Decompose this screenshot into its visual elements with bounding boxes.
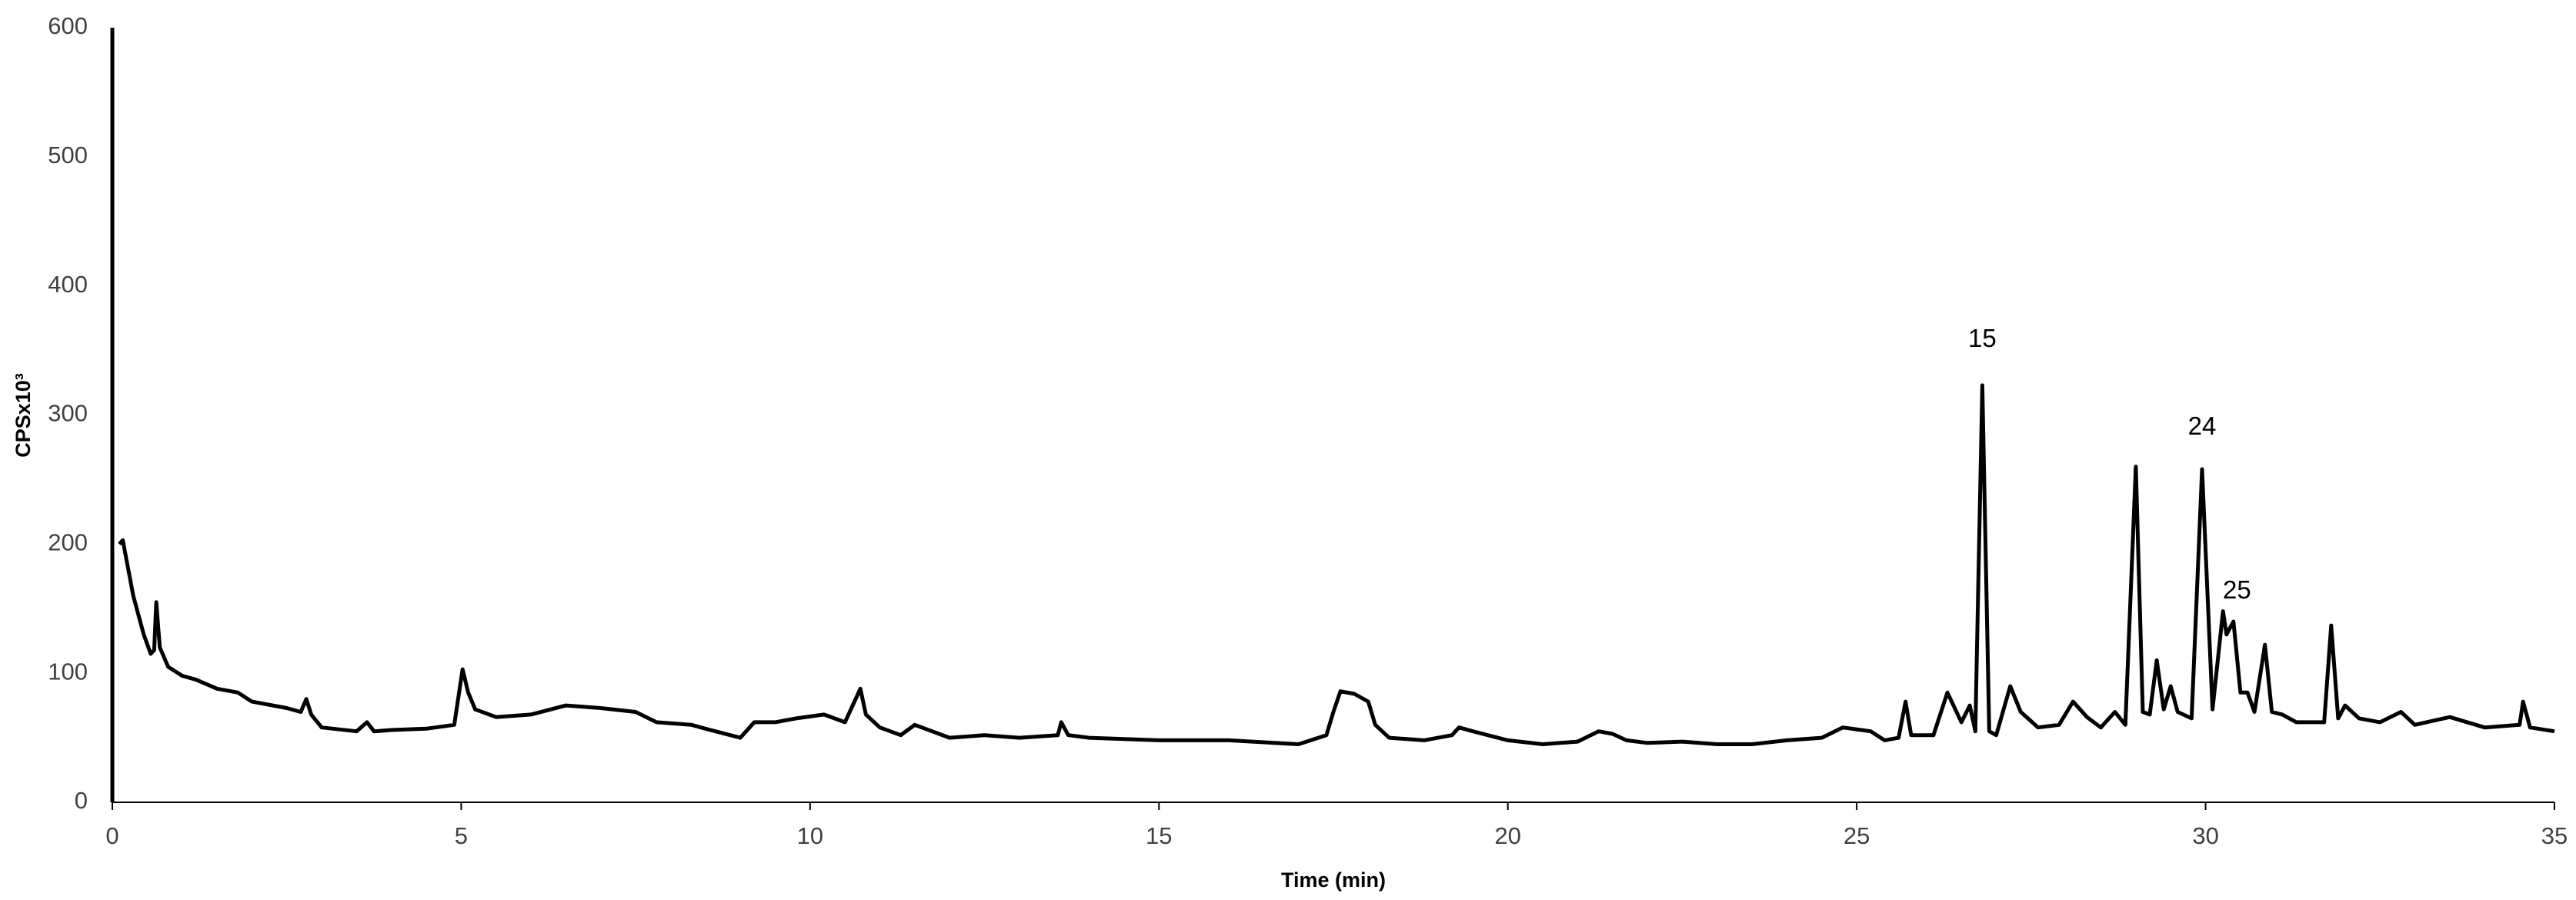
y-tick-label: 500 [48,142,88,168]
y-tick-label: 600 [48,12,88,39]
x-tick-label: 20 [1494,822,1520,849]
x-tick-label: 0 [105,822,118,849]
line-series [118,383,2555,746]
y-tick-label: 300 [48,400,88,427]
y-axis-title: CPSx10³ [12,373,35,458]
peak-annotation: 25 [2223,575,2251,604]
y-tick-label: 200 [48,529,88,556]
y-tick-label: 100 [48,658,88,685]
x-tick-label: 10 [797,822,823,849]
peak-annotation: 15 [1968,324,1997,352]
x-axis-title: Time (min) [1281,868,1386,892]
x-tick-label: 15 [1146,822,1172,849]
x-tick-label: 35 [2541,822,2568,849]
x-tick-label: 5 [455,822,468,849]
x-tick-label: 25 [1844,822,1870,849]
x-tick-label: 30 [2192,822,2218,849]
peak-annotation: 24 [2188,412,2217,440]
y-tick-label: 0 [75,787,88,814]
y-tick-label: 400 [48,271,88,298]
